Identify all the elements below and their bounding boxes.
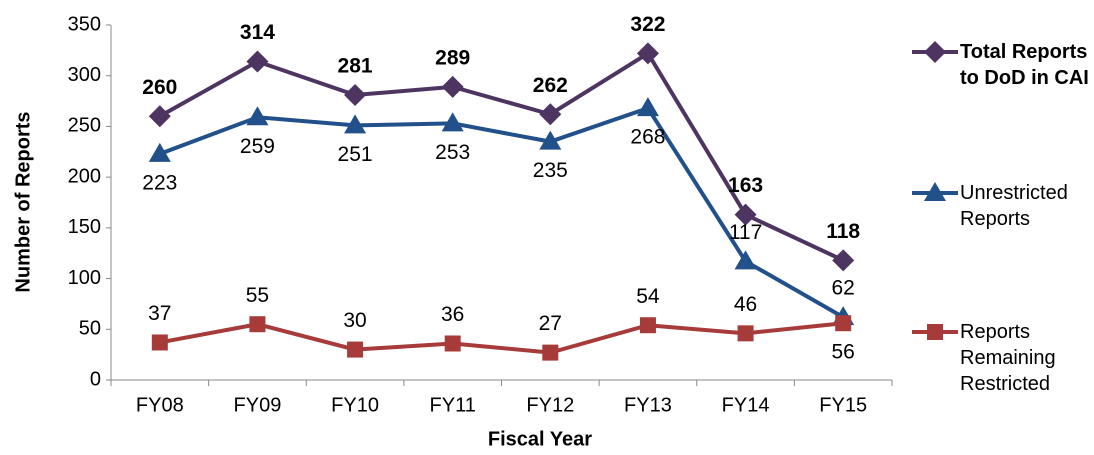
y-tick-label: 250 — [68, 115, 101, 137]
legend-marker — [927, 324, 943, 340]
point — [347, 341, 364, 358]
legend-label: Reports Remaining Restricted — [960, 321, 1056, 395]
point — [734, 203, 757, 226]
point — [636, 97, 659, 117]
point — [249, 316, 266, 333]
point — [639, 317, 656, 334]
data-label: 289 — [435, 46, 470, 69]
x-axis-title: Fiscal Year — [488, 428, 592, 450]
y-tick-label: 0 — [90, 368, 101, 390]
point — [832, 249, 855, 272]
point — [444, 335, 461, 352]
x-tick-label: FY11 — [430, 394, 476, 416]
x-tick-label: FY10 — [331, 394, 379, 416]
point — [636, 42, 659, 65]
data-label: 281 — [338, 55, 373, 78]
point — [539, 130, 562, 150]
legend-marker — [924, 41, 946, 63]
data-label: 260 — [142, 76, 177, 99]
data-label: 163 — [728, 174, 763, 197]
data-label: 235 — [533, 159, 568, 182]
y-tick-label: 300 — [68, 64, 101, 86]
point — [835, 315, 852, 332]
y-tick-label: 50 — [79, 318, 101, 340]
data-label: 268 — [630, 126, 665, 149]
data-label: 54 — [636, 285, 660, 308]
x-tick-label: FY13 — [624, 394, 672, 416]
data-label: 55 — [246, 284, 269, 307]
data-label: 46 — [734, 293, 757, 316]
x-tick-label: FY12 — [526, 394, 574, 416]
y-tick-label: 150 — [68, 216, 101, 238]
point — [246, 106, 269, 126]
data-label: 223 — [142, 171, 177, 194]
series-line — [159, 105, 845, 319]
data-label: 253 — [435, 141, 470, 164]
legend-marker — [924, 182, 946, 201]
data-label: 37 — [148, 302, 171, 325]
point — [441, 112, 464, 132]
y-tick-label: 200 — [68, 165, 101, 187]
point — [148, 142, 171, 162]
y-axis-title: Number of Reports — [12, 111, 34, 292]
data-label: 118 — [826, 220, 860, 243]
series-line — [159, 321, 844, 355]
data-label: 62 — [832, 277, 855, 300]
data-label: 117 — [729, 221, 762, 244]
data-label: 30 — [343, 309, 366, 332]
x-tick-label: FY08 — [136, 394, 184, 416]
x-tick-label: FY14 — [722, 394, 770, 416]
legend-label: Unrestricted Reports — [960, 182, 1068, 230]
point — [542, 344, 559, 361]
y-tick-label: 350 — [68, 13, 101, 35]
data-label: 262 — [533, 74, 568, 97]
y-tick-label: 100 — [68, 267, 101, 289]
point — [344, 83, 367, 106]
point — [246, 50, 269, 73]
point — [151, 334, 168, 351]
data-label: 56 — [832, 341, 855, 364]
data-label: 314 — [240, 21, 275, 44]
point — [539, 103, 562, 126]
legend-label: Total Reports to DoD in CAI — [960, 41, 1089, 89]
data-label: 27 — [539, 312, 562, 335]
x-tick-label: FY09 — [234, 394, 282, 416]
data-label: 259 — [240, 135, 275, 158]
point — [737, 325, 754, 342]
data-label: 322 — [630, 13, 665, 36]
point — [148, 105, 171, 128]
point — [441, 75, 464, 98]
data-label: 251 — [338, 143, 373, 166]
point — [344, 114, 367, 134]
data-label: 36 — [441, 303, 464, 326]
series-line — [158, 50, 845, 263]
x-tick-label: FY15 — [819, 394, 867, 416]
point — [734, 250, 757, 270]
